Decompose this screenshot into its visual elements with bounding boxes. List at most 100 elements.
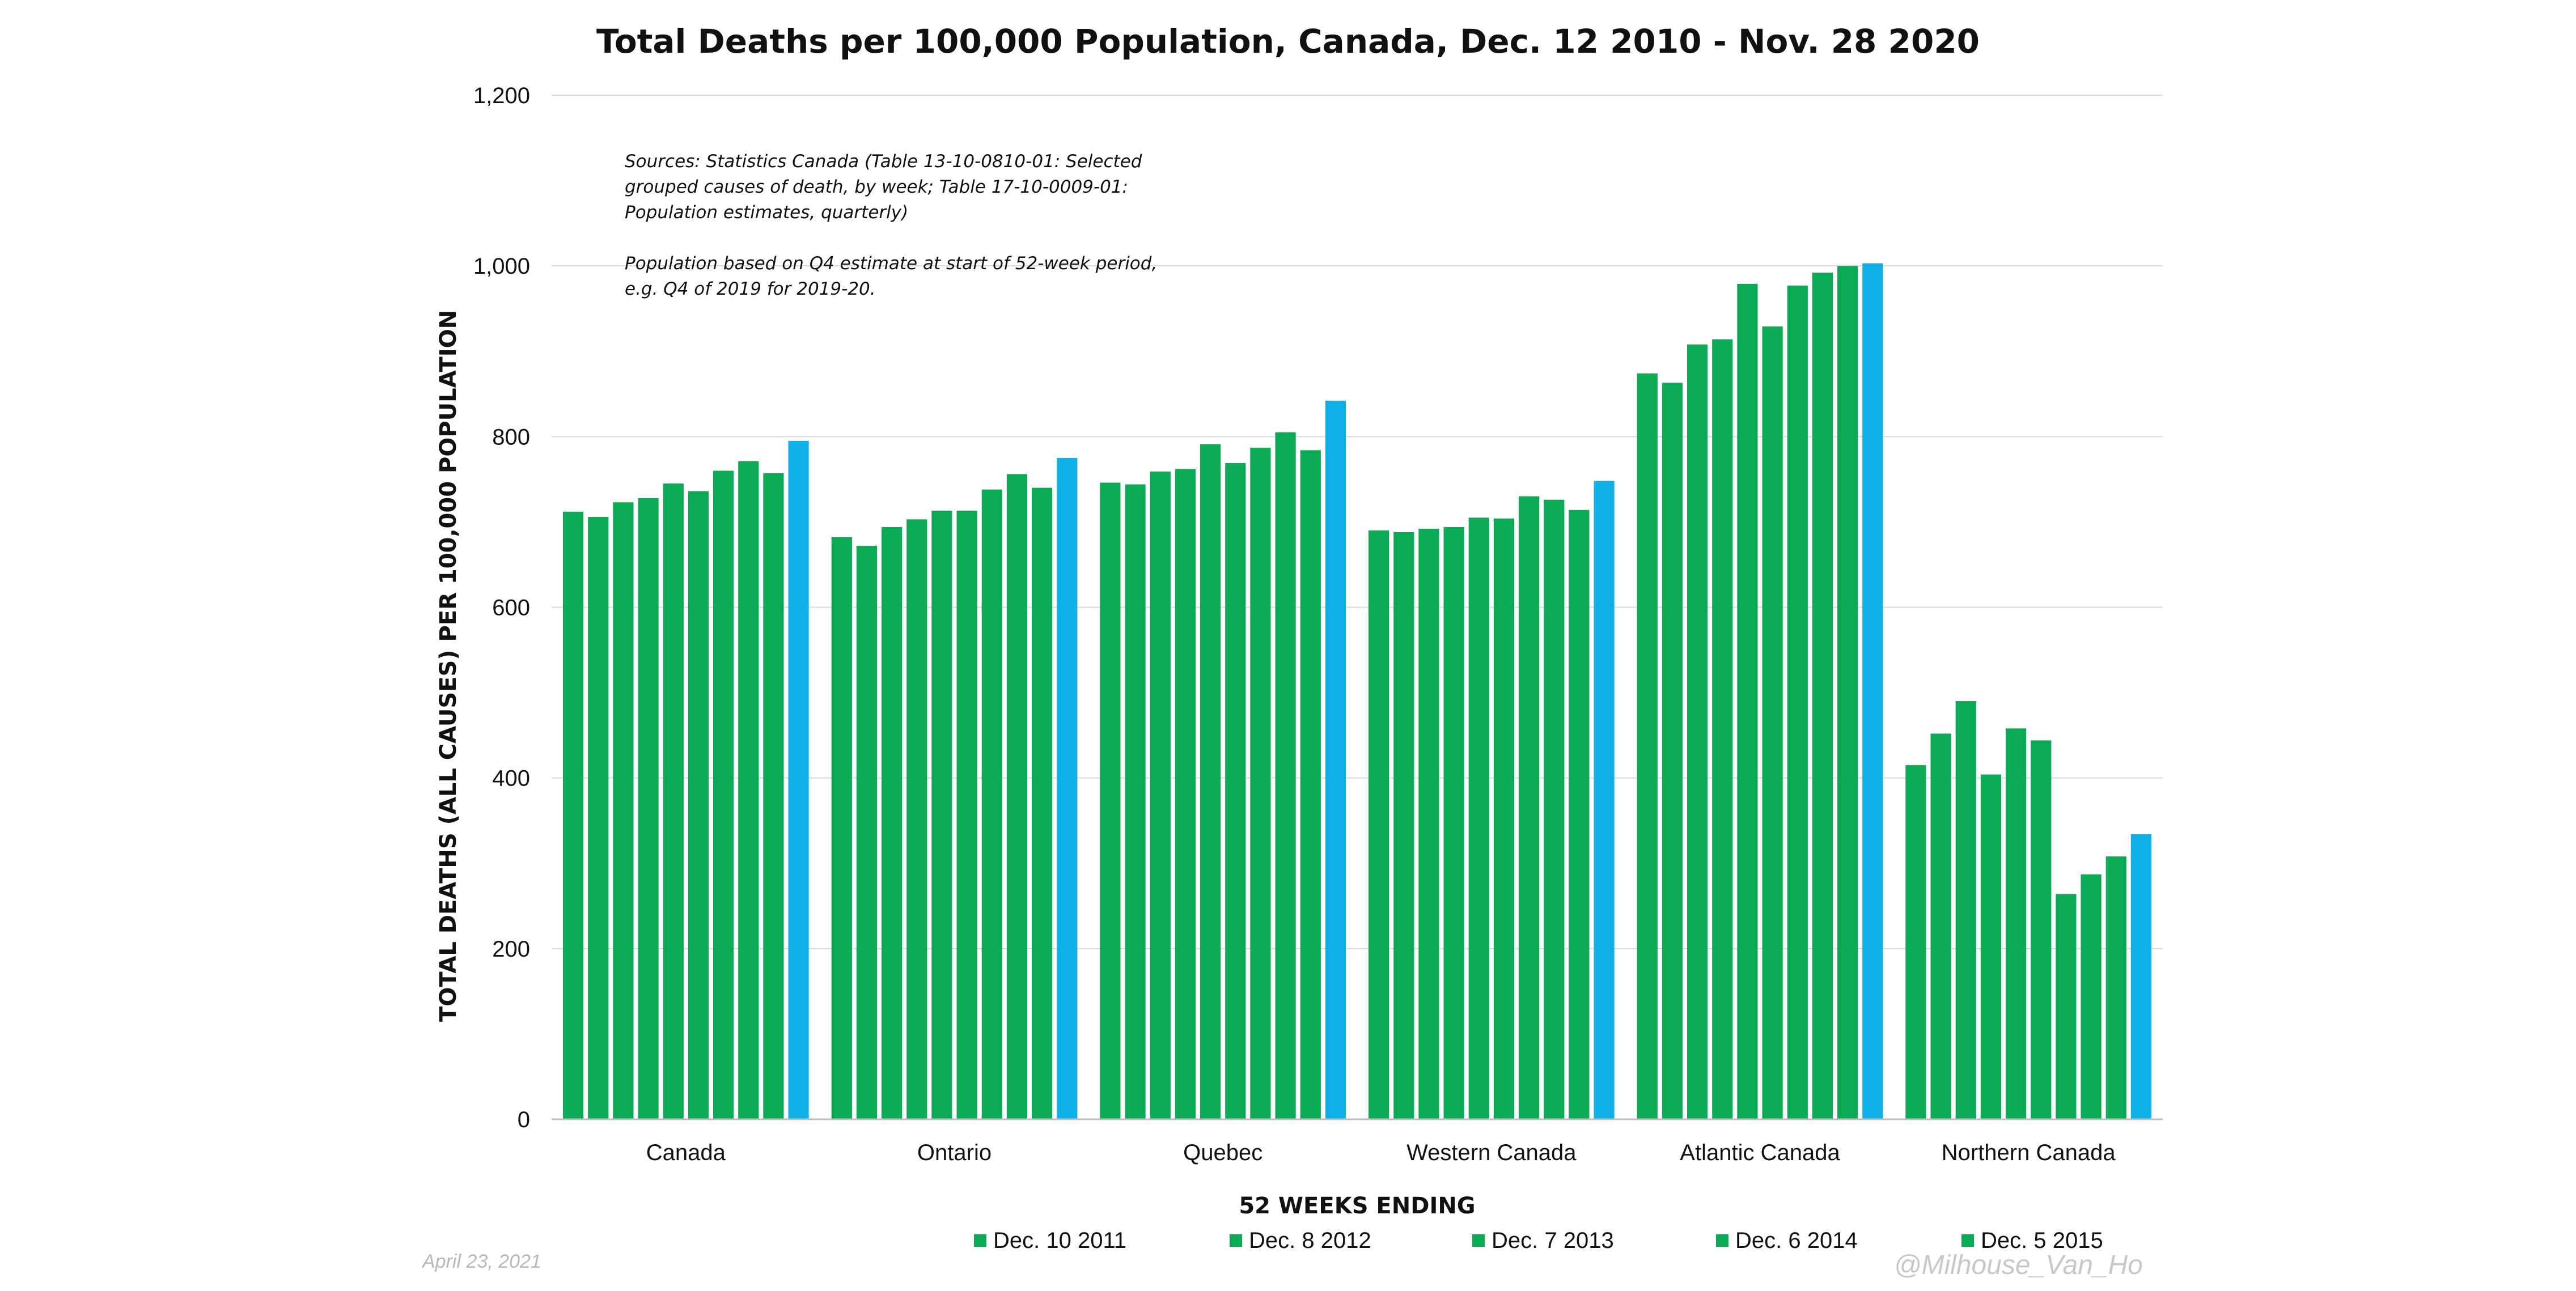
bar [1812,273,1833,1120]
y-tick-label: 400 [492,766,530,791]
y-tick-label: 800 [492,424,530,449]
bar [1544,499,1565,1119]
bar [1569,509,1590,1119]
bar [1762,326,1783,1119]
bar [1225,463,1246,1119]
bar [1637,373,1658,1119]
x-tick-label: Canada [646,1140,726,1165]
bar [1468,517,1489,1119]
bar [1787,285,1808,1119]
bar [713,470,734,1119]
y-tick-label: 0 [518,1107,530,1132]
bar [1862,263,1883,1120]
gridlines [552,95,2163,949]
x-tick-label: Atlantic Canada [1680,1140,1840,1165]
bar [688,491,709,1120]
chart-title: Total Deaths per 100,000 Population, Can… [596,22,1980,61]
legend-swatch [1230,1234,1242,1247]
bar [831,537,852,1119]
author-handle: @Milhouse_Van_Ho [1894,1250,2143,1280]
bar [1687,344,1708,1120]
bar [882,527,903,1119]
y-tick-label: 1,000 [473,254,530,279]
bar [1662,383,1683,1119]
footer-date: April 23, 2021 [421,1251,541,1272]
bar [1712,339,1733,1120]
bar [981,489,1002,1120]
x-tick-label: Ontario [917,1140,992,1165]
y-axis-title: TOTAL DEATHS (ALL CAUSES) PER 100,000 PO… [435,310,461,1022]
bar [931,511,952,1119]
bar [1837,266,1858,1120]
bar [588,516,609,1119]
legend-label: Dec. 5 2015 [1981,1228,2103,1253]
bar [1300,450,1321,1119]
bar [1275,432,1296,1119]
bar [2006,728,2027,1119]
legend-swatch [1716,1234,1728,1247]
bar [1057,458,1078,1119]
bar [956,511,977,1119]
x-axis-title: 52 WEEKS ENDING [1239,1193,1475,1219]
source-note-line-3: Population estimates, quarterly) [625,202,908,223]
bar [1443,527,1464,1119]
bar [1250,447,1271,1119]
bar [1594,481,1615,1119]
x-tick-label: Northern Canada [1942,1140,2116,1165]
bar [613,502,634,1119]
bar [2031,740,2052,1119]
bar [663,483,684,1120]
bar [2081,874,2102,1119]
bar [1150,472,1171,1119]
y-tick-label: 1,200 [473,83,530,108]
source-note: Sources: Statistics Canada (Table 13-10-… [625,151,1157,299]
bar [1368,530,1389,1119]
bar [1737,283,1758,1119]
bar [788,440,809,1119]
population-note-line-1: Population based on Q4 estimate at start… [625,253,1157,274]
bar [856,546,877,1119]
bar [1125,484,1146,1120]
legend: Dec. 10 2011 Dec. 8 2012 Dec. 7 2013 Dec. 6… [974,1228,2103,1253]
bar [1930,733,1951,1119]
bar [563,511,584,1119]
bar [1393,532,1414,1119]
bar [1032,487,1053,1120]
bar [1100,482,1121,1119]
legend-swatch [1472,1234,1485,1247]
bar [1519,496,1540,1120]
x-tick-label: Quebec [1183,1140,1262,1165]
bar [638,498,659,1119]
y-tick-label: 200 [492,937,530,962]
bar [1493,518,1514,1119]
bar [1175,469,1196,1119]
source-note-line-2: grouped causes of death, by week; Table … [625,177,1128,197]
bar [1200,444,1221,1119]
bar [1325,401,1346,1119]
bar [906,519,927,1119]
legend-label: Dec. 7 2013 [1492,1228,1614,1253]
y-axis-ticks: 0 200 400 600 800 1,000 1,200 [473,83,530,1132]
y-tick-label: 600 [492,596,530,621]
bar [1006,474,1027,1119]
source-note-line-1: Sources: Statistics Canada (Table 13-10-… [625,151,1142,172]
legend-swatch [974,1234,986,1247]
bar [2105,856,2126,1119]
bar [763,473,784,1119]
legend-swatch [1961,1234,1974,1247]
legend-label: Dec. 6 2014 [1735,1228,1858,1253]
bar [1955,701,1976,1119]
bar [1418,529,1439,1119]
bars [563,263,2151,1120]
x-axis-category-labels: Canada Ontario Quebec Western Canada Atlanti… [646,1140,2116,1165]
bar [1905,765,1926,1119]
bar [1980,774,2001,1119]
x-tick-label: Western Canada [1406,1140,1577,1165]
bar [2056,894,2077,1119]
bar [2130,834,2151,1119]
legend-label: Dec. 10 2011 [993,1228,1126,1253]
legend-label: Dec. 8 2012 [1249,1228,1371,1253]
bar [738,461,759,1119]
